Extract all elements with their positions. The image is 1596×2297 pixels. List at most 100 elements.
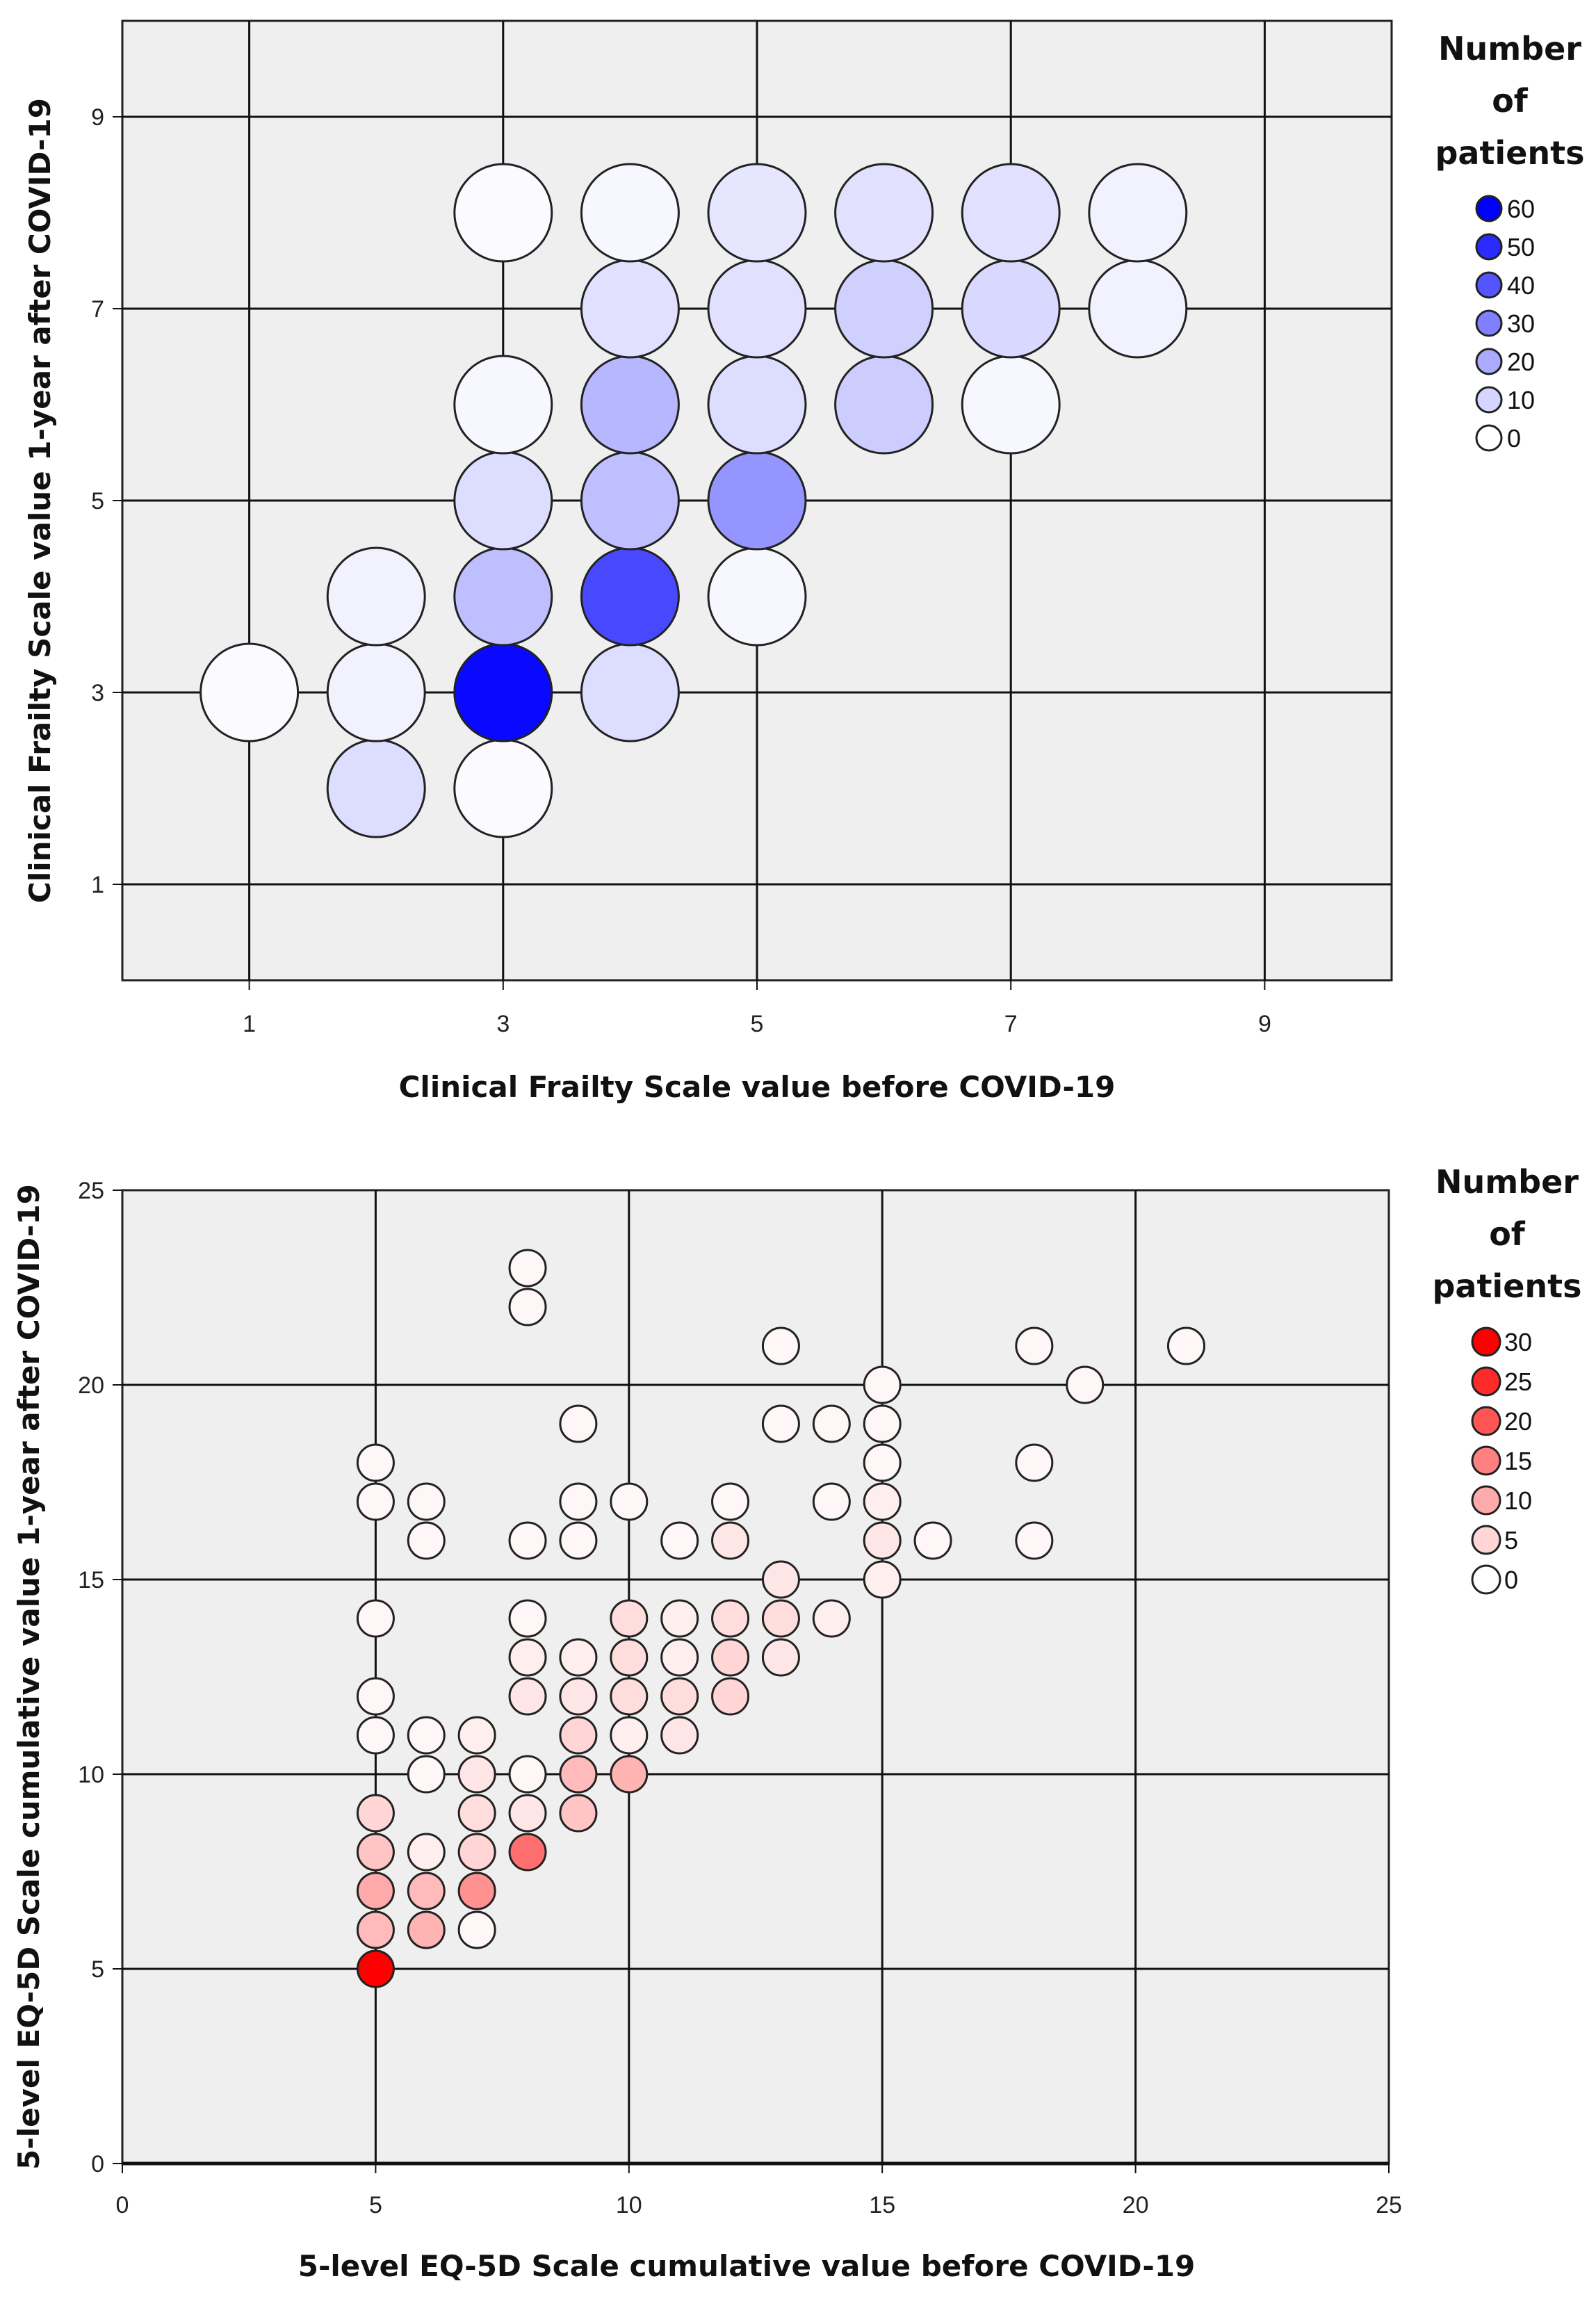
eq5d-legend-label-20: 20 <box>1504 1407 1532 1436</box>
frailty-legend-label-40: 40 <box>1507 271 1535 300</box>
eq5d-bubble-15-20 <box>863 1365 902 1404</box>
eq5d-legend-title-line-3: patients <box>1432 1267 1581 1305</box>
frailty-bubble-4-8 <box>580 163 680 263</box>
frailty-bubble-4-6 <box>580 355 680 455</box>
frailty-legend-title-line-1: Number <box>1438 30 1581 67</box>
eq5d-bubble-16-16 <box>913 1521 952 1560</box>
frailty-y-ticks: 1 3 5 7 9 <box>91 104 122 898</box>
eq5d-bubble-5-14 <box>356 1599 395 1638</box>
eq5d-bubbles <box>356 1249 1205 1988</box>
eq5d-bubble-8-10 <box>508 1755 547 1794</box>
eq5d-bubble-8-8 <box>508 1833 547 1872</box>
frailty-x-ticks: 1 3 5 7 9 <box>243 980 1271 1037</box>
eq5d-x-tick-label-15: 15 <box>869 2192 895 2218</box>
eq5d-bubble-11-16 <box>660 1521 699 1560</box>
eq5d-y-axis-label: 5-level EQ-5D Scale cumulative value 1-y… <box>12 1184 46 2170</box>
frailty-x-tick-label-3: 3 <box>496 1011 510 1037</box>
eq5d-bubble-10-13 <box>610 1638 649 1677</box>
eq5d-bubble-9-19 <box>559 1404 598 1443</box>
frailty-bubble-5-7 <box>707 259 807 359</box>
frailty-x-tick-label-9: 9 <box>1258 1011 1271 1037</box>
frailty-bubble-3-5 <box>453 451 553 551</box>
eq5d-bubble-6-7 <box>407 1872 446 1910</box>
eq5d-bubble-8-23 <box>508 1249 547 1288</box>
frailty-bubble-6-8 <box>834 163 934 263</box>
eq5d-bubble-19-20 <box>1066 1365 1105 1404</box>
eq5d-bubble-5-17 <box>356 1482 395 1521</box>
eq5d-x-tick-label-10: 10 <box>616 2192 642 2218</box>
eq5d-legend-swatch-10 <box>1471 1485 1501 1516</box>
eq5d-bubble-11-13 <box>660 1638 699 1677</box>
eq5d-y-tick-label-25: 25 <box>78 1178 104 1204</box>
eq5d-bubble-9-12 <box>559 1677 598 1716</box>
eq5d-bubble-14-17 <box>812 1482 851 1521</box>
eq5d-bubble-6-10 <box>407 1755 446 1794</box>
eq5d-x-tick-label-25: 25 <box>1376 2192 1402 2218</box>
eq5d-bubble-5-7 <box>356 1872 395 1910</box>
frailty-legend-swatch-10 <box>1475 386 1503 414</box>
frailty-bubble-1-3 <box>200 642 300 742</box>
eq5d-bubble-5-8 <box>356 1833 395 1872</box>
frailty-legend-label-10: 10 <box>1507 386 1535 414</box>
frailty-legend-label-0: 0 <box>1507 424 1521 453</box>
eq5d-bubble-10-10 <box>610 1755 649 1794</box>
frailty-chart: 1 3 5 7 9 1 3 5 7 9 Clinical Frailty Scale value… <box>23 19 1585 1104</box>
frailty-bubble-2-3 <box>326 642 426 742</box>
eq5d-bubble-6-17 <box>407 1482 446 1521</box>
frailty-bubble-7-6 <box>961 355 1061 455</box>
eq5d-bubble-18-18 <box>1015 1443 1054 1482</box>
eq5d-bubble-6-11 <box>407 1716 446 1755</box>
eq5d-y-tick-label-5: 5 <box>91 1956 104 1983</box>
eq5d-legend-swatch-25 <box>1471 1366 1501 1397</box>
eq5d-bubble-7-6 <box>457 1910 496 1949</box>
eq5d-bubble-6-16 <box>407 1521 446 1560</box>
frailty-bubble-2-2 <box>326 738 426 838</box>
eq5d-x-tick-label-20: 20 <box>1123 2192 1149 2218</box>
eq5d-bubble-12-14 <box>711 1599 750 1638</box>
frailty-legend-swatch-0 <box>1475 424 1503 452</box>
eq5d-bubble-8-13 <box>508 1638 547 1677</box>
eq5d-bubble-5-12 <box>356 1677 395 1716</box>
eq5d-bubble-10-12 <box>610 1677 649 1716</box>
eq5d-bubble-18-16 <box>1015 1521 1054 1560</box>
eq5d-bubble-5-5 <box>356 1949 395 1988</box>
eq5d-legend-label-10: 10 <box>1504 1486 1532 1515</box>
eq5d-bubble-12-17 <box>711 1482 750 1521</box>
frailty-bubble-8-8 <box>1088 163 1188 263</box>
frailty-bubble-4-7 <box>580 259 680 359</box>
frailty-bubble-5-4 <box>707 546 807 647</box>
frailty-legend-title-line-2: of <box>1492 82 1529 120</box>
eq5d-bubble-15-16 <box>863 1521 902 1560</box>
eq5d-bubble-12-13 <box>711 1638 750 1677</box>
frailty-legend: Number of patients 60 50 40 30 20 10 0 <box>1435 30 1584 453</box>
eq5d-y-tick-label-15: 15 <box>78 1567 104 1593</box>
eq5d-gridlines <box>122 1190 1389 2166</box>
frailty-legend-swatch-50 <box>1475 233 1503 261</box>
eq5d-bubble-9-10 <box>559 1755 598 1794</box>
eq5d-legend-title-line-1: Number <box>1435 1163 1579 1201</box>
eq5d-bubble-18-21 <box>1015 1326 1054 1365</box>
eq5d-legend-label-0: 0 <box>1504 1566 1518 1594</box>
eq5d-bubble-21-21 <box>1166 1326 1205 1365</box>
eq5d-bubble-15-18 <box>863 1443 902 1482</box>
eq5d-bubble-13-15 <box>761 1560 800 1599</box>
eq5d-legend-swatch-0 <box>1471 1564 1501 1595</box>
eq5d-y-ticks: 0 5 10 15 20 25 <box>78 1178 122 2177</box>
eq5d-bubble-5-11 <box>356 1716 395 1755</box>
frailty-bubble-5-8 <box>707 163 807 263</box>
frailty-legend-swatch-60 <box>1475 195 1503 222</box>
eq5d-bubble-12-16 <box>711 1521 750 1560</box>
frailty-bubble-6-7 <box>834 259 934 359</box>
frailty-legend-title-line-3: patients <box>1435 134 1584 172</box>
eq5d-x-tick-label-5: 5 <box>369 2192 382 2218</box>
frailty-x-tick-label-7: 7 <box>1004 1011 1018 1037</box>
frailty-bubble-3-2 <box>453 738 553 838</box>
eq5d-bubble-7-7 <box>457 1872 496 1910</box>
frailty-y-tick-label-5: 5 <box>91 488 104 514</box>
eq5d-bubble-10-14 <box>610 1599 649 1638</box>
frailty-bubble-8-7 <box>1088 259 1188 359</box>
eq5d-x-axis-label: 5-level EQ-5D Scale cumulative value bef… <box>298 2249 1196 2283</box>
eq5d-bubble-8-16 <box>508 1521 547 1560</box>
eq5d-bubble-11-12 <box>660 1677 699 1716</box>
